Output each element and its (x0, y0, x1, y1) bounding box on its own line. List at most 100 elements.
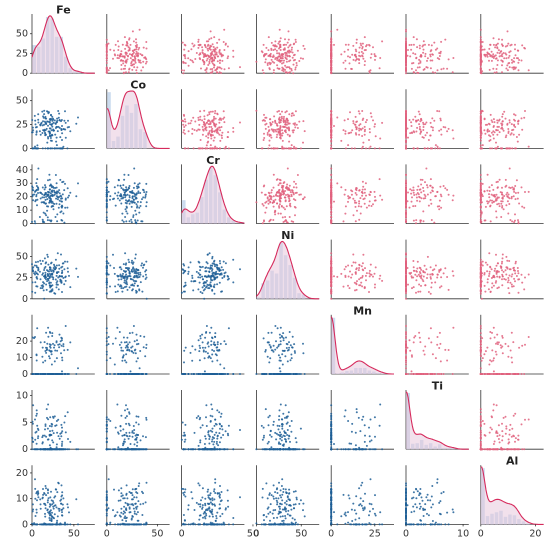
scatter-point (105, 186, 108, 189)
scatter-point (140, 373, 143, 375)
scatter-point (114, 43, 117, 46)
scatter-point (269, 201, 272, 204)
scatter-point (61, 262, 64, 265)
scatter-point (75, 195, 78, 198)
scatter-point (46, 270, 49, 272)
scatter-point (412, 260, 415, 262)
scatter-point (284, 186, 287, 189)
scatter-point (330, 292, 333, 295)
scatter-point (479, 201, 482, 204)
scatter-point (359, 277, 362, 279)
scatter-point (521, 281, 524, 284)
scatter-point (42, 116, 45, 119)
scatter-point (105, 204, 108, 207)
scatter-point (107, 69, 110, 72)
scatter-point (125, 186, 128, 189)
scatter-point (132, 198, 135, 201)
scatter-point (365, 206, 368, 209)
scatter-point (139, 192, 142, 194)
scatter-point (145, 201, 148, 204)
scatter-point (282, 117, 285, 120)
scatter-point (330, 270, 333, 273)
scatter-point (105, 283, 108, 286)
scatter-point (54, 278, 57, 281)
scatter-point (294, 66, 297, 69)
scatter-point (433, 41, 436, 44)
scatter-point (486, 55, 489, 58)
scatter-point (60, 352, 62, 355)
scatter-point (479, 182, 482, 185)
scatter-point (330, 129, 333, 132)
scatter-point (511, 66, 514, 69)
scatter-point (412, 189, 415, 192)
scatter-point (182, 131, 185, 134)
scatter-point (484, 219, 487, 222)
scatter-point (355, 268, 358, 271)
scatter-point (127, 258, 130, 261)
scatter-point (426, 131, 428, 134)
scatter-point (486, 129, 489, 132)
scatter-point (496, 59, 499, 62)
panel-fe-cr (180, 14, 245, 75)
scatter-point (61, 193, 64, 196)
scatter-point (360, 265, 363, 268)
scatter-point (491, 201, 494, 204)
scatter-point (508, 260, 511, 262)
scatter-point (218, 51, 221, 54)
scatter-point (488, 186, 491, 189)
scatter-point (508, 119, 511, 122)
scatter-point (405, 145, 407, 148)
scatter-point (412, 43, 415, 46)
scatter-point (105, 50, 108, 53)
scatter-point (415, 291, 417, 294)
scatter-point (444, 267, 447, 270)
scatter-point (116, 57, 119, 59)
scatter-point (42, 211, 45, 214)
scatter-point (479, 119, 482, 121)
scatter-point (265, 52, 268, 55)
scatter-point (59, 211, 62, 214)
scatter-point (438, 129, 441, 132)
scatter-point (505, 184, 508, 187)
scatter-point (214, 117, 217, 120)
scatter-point (276, 147, 279, 150)
scatter-point (422, 210, 425, 213)
scatter-point (489, 55, 492, 58)
scatter-point (77, 367, 79, 370)
scatter-point (405, 216, 407, 218)
panel-fe-ti (405, 14, 469, 75)
scatter-point (514, 260, 517, 263)
scatter-point (107, 42, 110, 45)
scatter-point (180, 291, 183, 294)
scatter-point (187, 57, 190, 60)
scatter-point (43, 120, 46, 123)
scatter-point (496, 262, 499, 265)
scatter-point (513, 57, 516, 60)
scatter-point (105, 43, 108, 46)
scatter-point (283, 59, 285, 62)
scatter-point (270, 123, 273, 126)
scatter-point (199, 269, 202, 272)
scatter-point (64, 121, 67, 124)
scatter-point (239, 121, 241, 124)
scatter-point (220, 266, 223, 269)
scatter-point (33, 193, 36, 196)
scatter-point (422, 270, 425, 272)
scatter-point (64, 279, 67, 282)
scatter-point (487, 52, 490, 55)
scatter-point (223, 49, 226, 51)
scatter-point (121, 219, 124, 222)
scatter-point (31, 147, 34, 150)
scatter-point (479, 264, 482, 267)
scatter-point (515, 136, 518, 138)
scatter-point (52, 202, 55, 205)
scatter-point (269, 55, 272, 58)
scatter-point (479, 48, 482, 51)
scatter-point (264, 119, 266, 122)
scatter-point (510, 275, 513, 278)
scatter-point (479, 174, 482, 176)
scatter-point (405, 114, 407, 117)
scatter-point (120, 346, 123, 349)
scatter-point (137, 183, 140, 186)
